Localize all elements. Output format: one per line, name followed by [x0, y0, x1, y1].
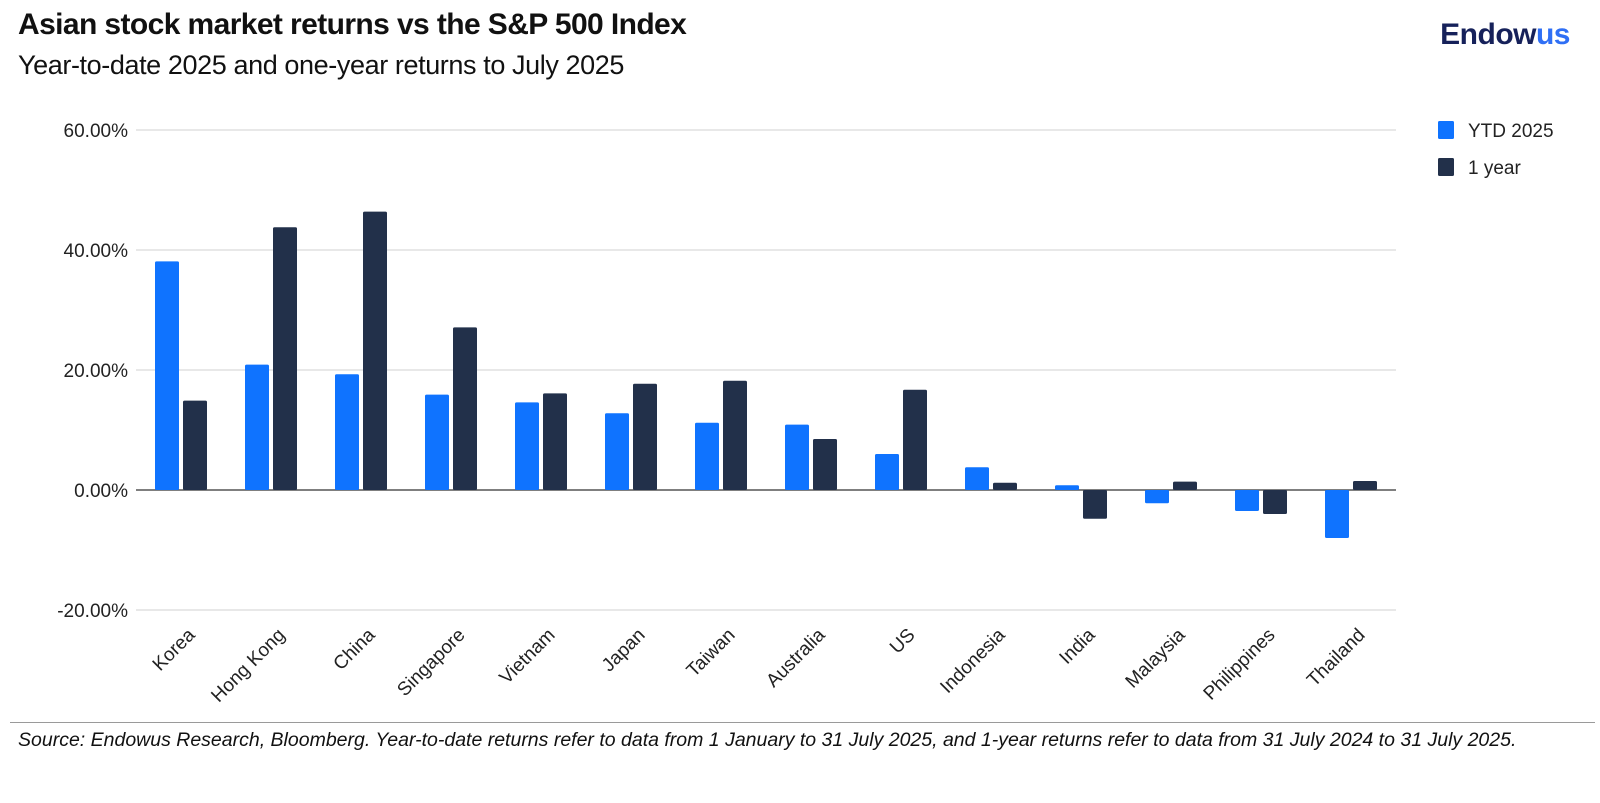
- bar-one-year: [633, 383, 657, 490]
- x-tick-label: Malaysia: [1122, 624, 1190, 692]
- x-axis-labels: Korea Hong Kong China Singapore Vietnam Japan…: [149, 624, 1370, 706]
- y-tick-label: 40.00%: [64, 241, 129, 262]
- bar-ytd: [425, 394, 449, 490]
- x-tick-label: China: [330, 624, 380, 674]
- bar-ytd: [1055, 485, 1079, 490]
- bar-one-year: [453, 327, 477, 490]
- y-tick-label: 60.00%: [64, 121, 129, 142]
- bar-ytd: [335, 374, 359, 490]
- bar-ytd: [515, 402, 539, 490]
- y-tick-label: 20.00%: [64, 361, 129, 382]
- bar-ytd: [875, 454, 899, 490]
- bar-ytd: [785, 424, 809, 490]
- x-tick-label: India: [1056, 624, 1100, 668]
- footer-divider: [10, 722, 1595, 723]
- x-tick-label: Vietnam: [496, 625, 560, 689]
- bar-ytd: [245, 364, 269, 490]
- chart-title: Asian stock market returns vs the S&P 50…: [18, 8, 687, 41]
- legend-swatch: [1438, 158, 1454, 176]
- bar-one-year: [723, 380, 747, 490]
- bar-one-year: [1263, 490, 1287, 514]
- bar-one-year: [1353, 481, 1377, 490]
- bar-one-year: [1083, 490, 1107, 519]
- brand-logo-part2: us: [1535, 18, 1571, 51]
- bar-one-year: [273, 227, 297, 490]
- bar-one-year: [1173, 481, 1197, 490]
- bar-one-year: [813, 439, 837, 490]
- bar-ytd: [1145, 490, 1169, 504]
- legend-label: YTD 2025: [1468, 121, 1554, 142]
- x-tick-label: Korea: [149, 624, 200, 675]
- source-note: Source: Endowus Research, Bloomberg. Yea…: [18, 729, 1517, 751]
- x-tick-label: Indonesia: [936, 624, 1009, 697]
- bar-one-year: [903, 389, 927, 490]
- bar-ytd: [965, 467, 989, 490]
- x-tick-label: US: [886, 625, 920, 659]
- bar-ytd: [605, 413, 629, 490]
- bar-chart: 60.00% 40.00% 20.00% 0.00% -20.00% Korea Hong…: [57, 121, 1554, 707]
- bar-one-year: [543, 393, 567, 490]
- legend-label: 1 year: [1468, 158, 1521, 179]
- chart-subtitle: Year-to-date 2025 and one-year returns t…: [18, 50, 625, 80]
- bar-one-year: [363, 211, 387, 490]
- x-tick-label: Hong Kong: [207, 625, 289, 707]
- x-tick-label: Taiwan: [683, 625, 740, 682]
- bar-ytd: [1235, 490, 1259, 511]
- bar-one-year: [183, 400, 207, 490]
- bars: [155, 211, 1377, 538]
- x-tick-label: Australia: [762, 624, 829, 691]
- bar-ytd: [695, 422, 719, 490]
- bar-one-year: [993, 482, 1017, 490]
- y-tick-label: 0.00%: [74, 481, 128, 502]
- brand-logo: Endowus: [1440, 18, 1570, 52]
- brand-logo-part1: Endow: [1440, 18, 1536, 51]
- x-tick-label: Philippines: [1200, 625, 1280, 705]
- bar-ytd: [1325, 490, 1349, 538]
- legend: YTD 2025 1 year: [1438, 121, 1554, 179]
- x-tick-label: Singapore: [393, 625, 469, 701]
- x-tick-label: Thailand: [1303, 625, 1369, 691]
- bar-ytd: [155, 261, 179, 490]
- legend-swatch: [1438, 121, 1454, 139]
- y-tick-label: -20.00%: [57, 601, 128, 622]
- x-tick-label: Japan: [598, 625, 649, 676]
